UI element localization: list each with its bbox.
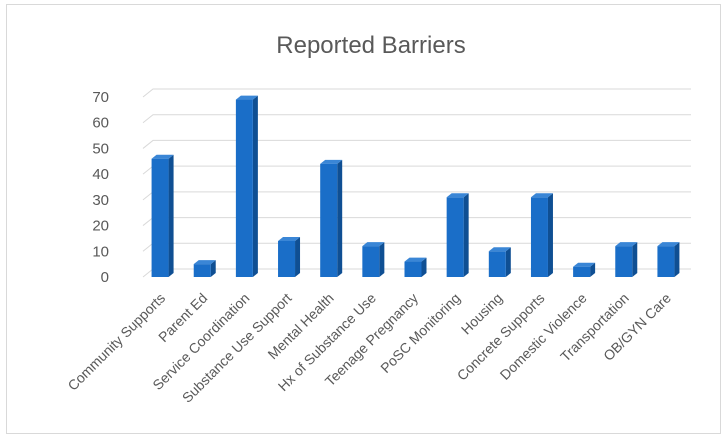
gridline — [142, 165, 691, 175]
bar-side — [421, 257, 427, 277]
bar-top — [615, 242, 638, 247]
bar-top — [446, 193, 469, 198]
bar-side — [463, 193, 469, 277]
bar — [193, 260, 216, 277]
bar-top — [362, 242, 385, 247]
bar — [362, 242, 385, 277]
bar — [488, 247, 511, 277]
bar — [446, 193, 469, 277]
x-category-label: PoSC Monitoring — [377, 290, 463, 376]
bar-top — [657, 242, 680, 247]
y-tick-label: 20 — [92, 218, 109, 235]
bar — [530, 193, 553, 277]
bar — [615, 242, 638, 277]
bar-side — [168, 154, 174, 277]
bar-top — [320, 159, 343, 164]
y-tick-label: 50 — [92, 140, 109, 157]
chart-title: Reported Barriers — [276, 32, 465, 59]
bar-front — [362, 246, 380, 277]
gridline — [142, 139, 691, 149]
bar-front — [404, 261, 422, 277]
bars — [151, 95, 680, 277]
bar — [573, 262, 596, 277]
bar-front — [235, 99, 253, 277]
bar — [278, 237, 301, 277]
gridline — [142, 242, 691, 252]
y-tick-label: 70 — [92, 89, 109, 106]
bar — [657, 242, 680, 277]
bar — [235, 95, 258, 277]
bar-top — [193, 260, 216, 265]
gridline — [142, 217, 691, 226]
bar-front — [488, 251, 506, 277]
bar-side — [379, 242, 385, 277]
bar-top — [235, 95, 258, 100]
bar-front — [320, 163, 338, 277]
bar — [151, 154, 174, 277]
bar-front — [151, 158, 169, 277]
bar-top — [573, 262, 596, 267]
bar-front — [657, 246, 675, 277]
bar-side — [210, 260, 216, 277]
bar-top — [488, 247, 511, 252]
y-tick-label: 30 — [92, 192, 109, 209]
gridline — [142, 88, 691, 98]
bar-top — [404, 257, 427, 262]
bar-side — [337, 159, 343, 277]
bar-side — [590, 262, 596, 277]
bar-front — [446, 197, 464, 277]
bar-front — [530, 197, 548, 277]
bar-front — [278, 241, 296, 277]
y-tick-label: 0 — [101, 269, 109, 286]
bar-front — [193, 264, 211, 277]
bar-side — [674, 242, 680, 277]
y-tick-label: 40 — [92, 166, 109, 183]
y-tick-label: 10 — [92, 243, 109, 260]
bar-side — [632, 242, 638, 277]
bar-side — [295, 237, 301, 277]
bar-top — [530, 193, 553, 198]
chart-frame: Reported Barriers 0 10 20 30 40 50 60 70 Commun… — [6, 4, 721, 434]
bar-side — [547, 193, 553, 277]
y-axis-ticks: 0 10 20 30 40 50 60 70 — [92, 89, 109, 286]
y-tick-label: 60 — [92, 115, 109, 132]
bar-side — [505, 247, 511, 277]
bar-top — [151, 154, 174, 159]
bar-chart: Reported Barriers 0 10 20 30 40 50 60 70 Commun… — [64, 32, 691, 406]
gridlines — [142, 88, 691, 278]
bar — [320, 159, 343, 277]
bar — [404, 257, 427, 277]
bar-side — [252, 95, 258, 277]
bar-front — [573, 266, 591, 277]
bar-top — [278, 237, 301, 241]
gridline — [142, 191, 691, 201]
bar-front — [615, 246, 633, 277]
gridline — [142, 114, 691, 124]
